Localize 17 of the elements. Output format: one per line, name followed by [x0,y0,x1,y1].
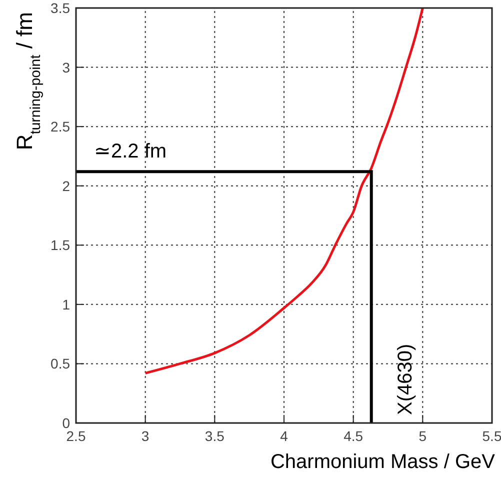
y-tick-label: 0.5 [50,356,70,372]
x-tick-label: 4.5 [344,428,364,444]
y-tick-label: 3.5 [50,0,70,16]
y-tick-label: 2.5 [50,118,70,135]
x-axis-title: Charmonium Mass / GeV [270,451,496,473]
x-tick-label: 3.5 [204,428,225,444]
y-tick-label: 1 [62,296,70,312]
x-tick-label: 4 [280,428,288,444]
y-tick-label: 1.5 [50,237,70,254]
y-tick-label: 0 [62,415,70,431]
ref-line-label: X(4630) [394,344,416,415]
x-tick-label: 3 [141,428,150,444]
x-tick-label: 5.5 [482,428,501,444]
ref-line-label: ≃2.2 fm [94,140,167,163]
x-tick-label: 5 [418,428,427,444]
y-tick-label: 3 [62,59,70,76]
y-tick-label: 2 [62,178,70,194]
